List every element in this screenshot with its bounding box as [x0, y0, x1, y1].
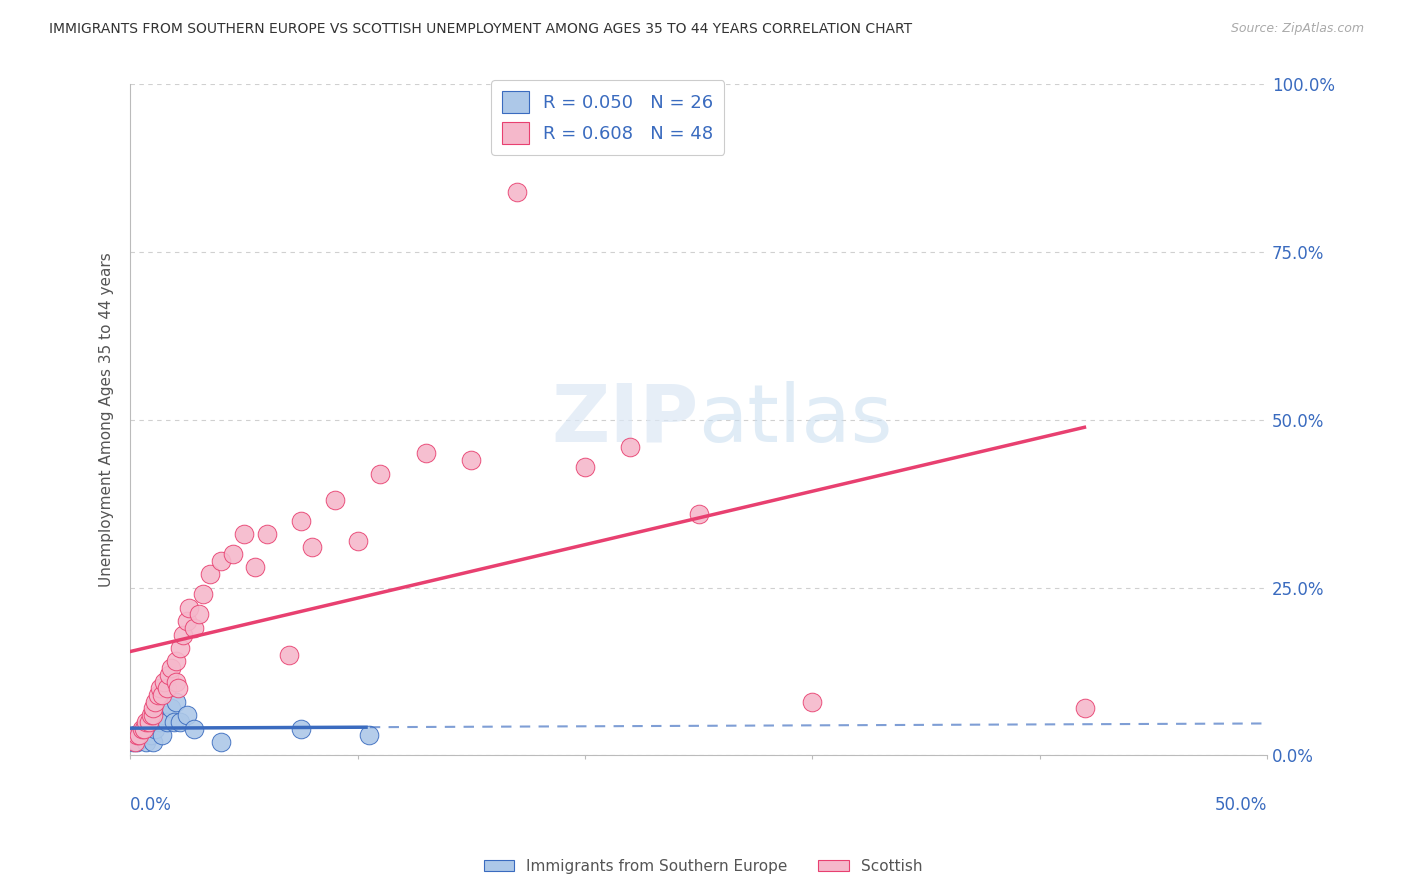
Point: [139, 728, 162, 742]
Point: [176, 614, 198, 628]
Point: [132, 722, 155, 736]
Point: [131, 728, 153, 742]
Point: [183, 722, 205, 736]
Point: [128, 728, 150, 742]
Point: [179, 600, 201, 615]
Point: [346, 533, 368, 548]
Point: [357, 728, 380, 742]
Point: [688, 507, 710, 521]
Point: [301, 541, 323, 555]
Point: [415, 446, 437, 460]
Point: [124, 735, 146, 749]
Point: [131, 722, 153, 736]
Point: [460, 453, 482, 467]
Text: atlas: atlas: [699, 381, 893, 458]
Point: [323, 493, 346, 508]
Point: [165, 655, 187, 669]
Point: [138, 722, 160, 736]
Point: [127, 728, 149, 742]
Point: [191, 587, 214, 601]
Legend: Immigrants from Southern Europe, Scottish: Immigrants from Southern Europe, Scottis…: [478, 853, 928, 880]
Point: [146, 708, 169, 723]
Point: [506, 185, 529, 199]
Point: [167, 681, 190, 696]
Point: [198, 567, 221, 582]
Point: [124, 728, 146, 742]
Point: [233, 527, 256, 541]
Point: [209, 554, 232, 568]
Point: [156, 714, 179, 729]
Point: [162, 714, 184, 729]
Point: [187, 607, 209, 622]
Point: [183, 621, 205, 635]
Point: [169, 640, 191, 655]
Point: [221, 547, 243, 561]
Point: [143, 695, 166, 709]
Point: [132, 722, 155, 736]
Point: [149, 714, 172, 729]
Point: [139, 708, 162, 723]
Point: [153, 674, 176, 689]
Point: [121, 735, 143, 749]
Point: [146, 688, 169, 702]
Text: 0.0%: 0.0%: [131, 796, 172, 814]
Point: [165, 695, 187, 709]
Point: [290, 514, 312, 528]
Point: [256, 527, 278, 541]
Point: [149, 681, 172, 696]
Text: Source: ZipAtlas.com: Source: ZipAtlas.com: [1230, 22, 1364, 36]
Point: [135, 735, 157, 749]
Point: [160, 701, 183, 715]
Point: [1074, 701, 1097, 715]
Point: [160, 661, 183, 675]
Point: [290, 722, 312, 736]
Point: [128, 728, 150, 742]
Point: [176, 708, 198, 723]
Point: [245, 560, 267, 574]
Point: [278, 648, 301, 662]
Point: [172, 627, 194, 641]
Point: [156, 681, 179, 696]
Point: [142, 708, 165, 723]
Point: [165, 674, 187, 689]
Y-axis label: Unemployment Among Ages 35 to 44 years: Unemployment Among Ages 35 to 44 years: [100, 252, 114, 587]
Point: [142, 735, 165, 749]
Legend: R = 0.050   N = 26, R = 0.608   N = 48: R = 0.050 N = 26, R = 0.608 N = 48: [491, 80, 724, 155]
Point: [138, 714, 160, 729]
Point: [209, 735, 232, 749]
Point: [153, 708, 176, 723]
Point: [574, 459, 596, 474]
Point: [127, 735, 149, 749]
Point: [142, 701, 165, 715]
Text: ZIP: ZIP: [551, 381, 699, 458]
Point: [619, 440, 641, 454]
Point: [142, 714, 165, 729]
Point: [801, 695, 824, 709]
Point: [370, 467, 392, 481]
Point: [150, 688, 173, 702]
Point: [135, 714, 157, 729]
Point: [150, 728, 173, 742]
Point: [143, 722, 166, 736]
Text: 50.0%: 50.0%: [1215, 796, 1267, 814]
Text: IMMIGRANTS FROM SOUTHERN EUROPE VS SCOTTISH UNEMPLOYMENT AMONG AGES 35 TO 44 YEA: IMMIGRANTS FROM SOUTHERN EUROPE VS SCOTT…: [49, 22, 912, 37]
Point: [169, 714, 191, 729]
Point: [157, 668, 180, 682]
